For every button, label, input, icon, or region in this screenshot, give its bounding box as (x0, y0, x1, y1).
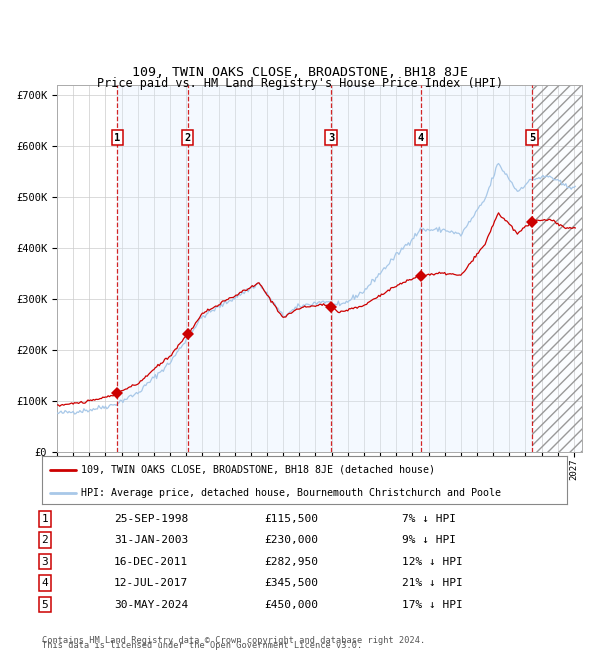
Text: 4: 4 (41, 578, 49, 588)
Text: 12-JUL-2017: 12-JUL-2017 (114, 578, 188, 588)
Text: 17% ↓ HPI: 17% ↓ HPI (402, 599, 463, 610)
Text: 21% ↓ HPI: 21% ↓ HPI (402, 578, 463, 588)
Bar (331, 84, 421, 452)
Text: 5: 5 (41, 599, 49, 610)
Text: 2: 2 (184, 133, 191, 143)
Text: £282,950: £282,950 (264, 556, 318, 567)
Bar (117, 84, 188, 452)
Text: 7% ↓ HPI: 7% ↓ HPI (402, 514, 456, 524)
Text: £345,500: £345,500 (264, 578, 318, 588)
Text: 5: 5 (529, 133, 535, 143)
Text: Price paid vs. HM Land Registry's House Price Index (HPI): Price paid vs. HM Land Registry's House … (97, 77, 503, 90)
Bar (421, 84, 532, 452)
Text: 9% ↓ HPI: 9% ↓ HPI (402, 535, 456, 545)
Text: £450,000: £450,000 (264, 599, 318, 610)
Text: Contains HM Land Registry data © Crown copyright and database right 2024.: Contains HM Land Registry data © Crown c… (42, 636, 425, 645)
Text: 12% ↓ HPI: 12% ↓ HPI (402, 556, 463, 567)
Text: 31-JAN-2003: 31-JAN-2003 (114, 535, 188, 545)
Text: £115,500: £115,500 (264, 514, 318, 524)
Bar (532, 84, 582, 452)
Text: 1: 1 (41, 514, 49, 524)
Text: 25-SEP-1998: 25-SEP-1998 (114, 514, 188, 524)
Text: 16-DEC-2011: 16-DEC-2011 (114, 556, 188, 567)
Text: 109, TWIN OAKS CLOSE, BROADSTONE, BH18 8JE: 109, TWIN OAKS CLOSE, BROADSTONE, BH18 8… (132, 66, 468, 79)
Bar (188, 84, 331, 452)
Text: £230,000: £230,000 (264, 535, 318, 545)
Bar (532, 84, 582, 452)
Text: 2: 2 (41, 535, 49, 545)
Text: This data is licensed under the Open Government Licence v3.0.: This data is licensed under the Open Gov… (42, 641, 362, 650)
Text: 109, TWIN OAKS CLOSE, BROADSTONE, BH18 8JE (detached house): 109, TWIN OAKS CLOSE, BROADSTONE, BH18 8… (82, 465, 436, 474)
Text: 30-MAY-2024: 30-MAY-2024 (114, 599, 188, 610)
Text: 4: 4 (418, 133, 424, 143)
Text: 3: 3 (41, 556, 49, 567)
Text: HPI: Average price, detached house, Bournemouth Christchurch and Poole: HPI: Average price, detached house, Bour… (82, 488, 502, 499)
Text: 1: 1 (114, 133, 121, 143)
Text: 3: 3 (328, 133, 334, 143)
